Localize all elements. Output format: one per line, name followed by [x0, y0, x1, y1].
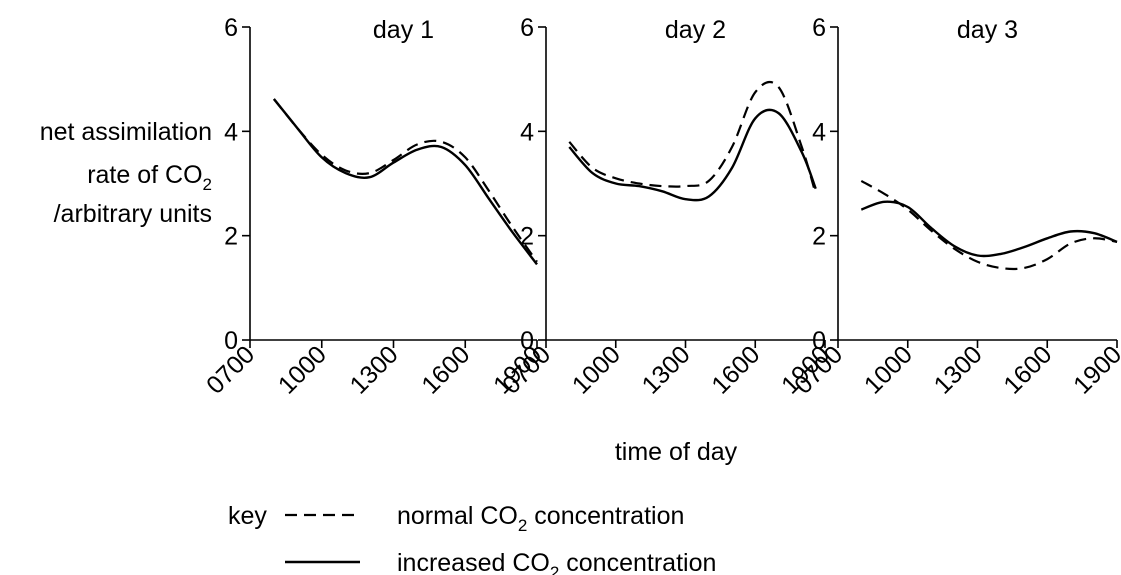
panel-title: day 2 — [665, 16, 726, 44]
series-line-increased — [860, 200, 1118, 258]
y-tick-label: 0 — [520, 327, 534, 355]
legend-title: key — [228, 502, 267, 530]
x-tick-label: 1300 — [345, 340, 404, 399]
x-tick-label: 1000 — [859, 340, 918, 399]
y-tick-label: 4 — [224, 118, 238, 146]
series-line-normal — [568, 80, 817, 195]
x-tick-label: 0700 — [201, 340, 260, 399]
legend-normal-sub: 2 — [518, 516, 527, 535]
y-tick-label: 0 — [812, 327, 826, 355]
legend: key normal CO2 concentration increased C… — [228, 502, 716, 575]
ylabel-line1: net assimilation — [40, 118, 212, 146]
x-tick-label: 1600 — [998, 340, 1057, 399]
x-tick-label: 1300 — [637, 340, 696, 399]
y-tick-label: 2 — [520, 223, 534, 251]
x-tick-label: 1000 — [273, 340, 332, 399]
series-line-normal — [273, 98, 538, 263]
y-tick-label: 2 — [812, 223, 826, 251]
x-tick-label: 1900 — [1068, 340, 1121, 399]
x-tick-label: 1600 — [706, 340, 765, 399]
ylabel-line2-sub: 2 — [203, 175, 212, 194]
y-tick-label: 6 — [520, 14, 534, 42]
legend-label-normal: normal CO2 concentration — [397, 502, 684, 535]
x-tick-label: 1000 — [567, 340, 626, 399]
x-tick-label: 1600 — [416, 340, 475, 399]
panel-title: day 3 — [957, 16, 1018, 44]
ylabel-line2: rate of CO2 — [87, 161, 212, 194]
y-tick-label: 4 — [520, 118, 534, 146]
y-tick-label: 4 — [812, 118, 826, 146]
y-tick-label: 6 — [812, 14, 826, 42]
legend-increased-prefix: increased CO — [397, 549, 550, 575]
xlabel: time of day — [615, 438, 738, 466]
legend-normal-suffix: concentration — [527, 502, 684, 530]
series-line-increased — [272, 98, 538, 266]
ylabel-line2-prefix: rate of CO — [87, 161, 202, 189]
legend-normal-prefix: normal CO — [397, 502, 518, 530]
series-line-normal — [860, 179, 1118, 271]
y-tick-label: 6 — [224, 14, 238, 42]
legend-label-increased: increased CO2 concentration — [397, 549, 716, 575]
legend-increased-sub: 2 — [550, 563, 559, 575]
y-tick-label: 0 — [224, 327, 238, 355]
series-line-increased — [568, 108, 817, 202]
panel-title: day 1 — [373, 16, 434, 44]
legend-increased-suffix: concentration — [559, 549, 716, 575]
ylabel-line3: /arbitrary units — [54, 200, 212, 228]
y-tick-label: 2 — [224, 223, 238, 251]
x-tick-label: 1300 — [929, 340, 988, 399]
